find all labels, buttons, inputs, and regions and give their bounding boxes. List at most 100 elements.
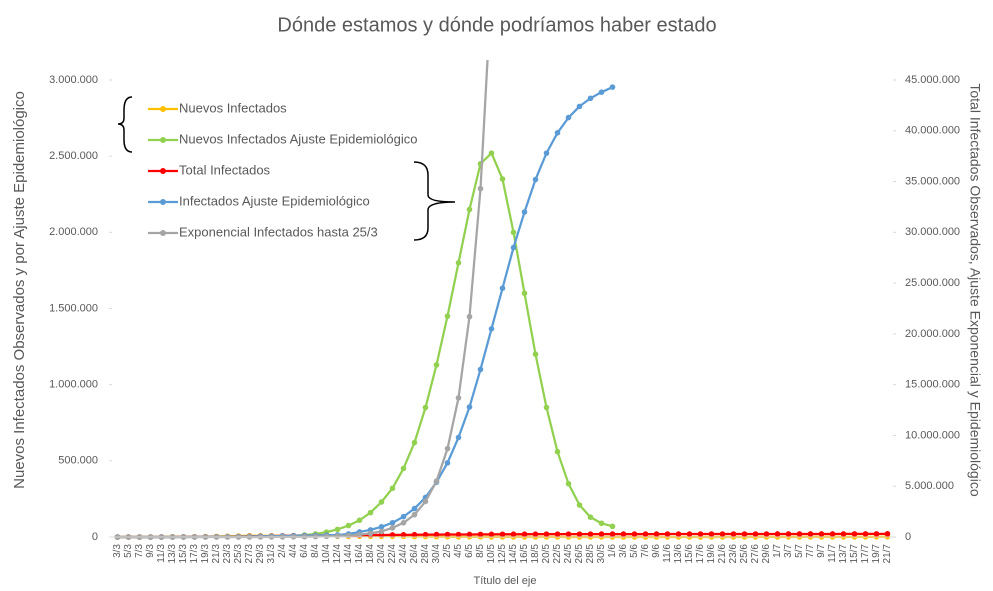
data-point [433,362,440,368]
x-tick-label: 10/4 [321,544,332,564]
data-point [433,531,440,538]
data-point [587,514,594,520]
data-point [499,531,506,538]
x-tick-label: 4/5 [453,544,464,558]
x-tick-label: 3/6 [618,544,629,558]
data-point [455,434,462,441]
x-tick-label: 17/6 [695,544,706,564]
x-tick-label: 31/3 [266,544,277,564]
x-tick-label: 9/7 [816,544,827,558]
data-point [576,531,583,537]
x-tick-label: 9/6 [651,544,662,558]
x-tick-label: 26/4 [409,544,420,564]
x-tick-label: 1/6 [607,544,618,558]
data-point [466,206,473,213]
x-tick-label: 15/7 [849,544,860,564]
data-point [576,103,583,110]
x-tick-label: 4/4 [288,544,299,558]
x-tick-label: 7/7 [805,544,816,558]
data-point [477,366,484,373]
plot-area [114,60,891,540]
data-point [807,531,814,537]
x-tick-label: 13/3 [167,544,178,564]
x-tick-label: 6/4 [299,544,310,558]
x-tick-label: 21/7 [882,544,893,564]
data-point [400,513,407,520]
data-point [521,209,528,215]
x-tick-label: 12/4 [332,544,343,564]
data-point [664,531,671,537]
data-point [796,531,803,537]
x-tick-label: 22/4 [387,544,398,564]
data-point [686,531,693,537]
x-tick-label: 18/4 [365,544,376,564]
x-tick-label: 15/3 [178,544,189,564]
data-point [818,531,825,537]
data-point [543,404,550,411]
data-point [389,519,396,526]
data-point [411,505,418,512]
data-point [554,448,561,455]
data-point [411,511,418,518]
x-tick-label: 29/3 [255,544,266,564]
y2-tick-label: 40.000.000 [905,125,960,137]
data-point [466,313,473,320]
y2-tick-label: 20.000.000 [905,328,960,340]
data-point [521,290,528,297]
data-point [444,531,451,538]
y-tick-label: 2.000.000 [49,226,98,238]
data-point [543,150,550,156]
legend-marker [160,106,166,112]
data-point [389,485,396,492]
y2-tick-label: 30.000.000 [905,226,960,238]
data-point [532,176,539,183]
x-tick-label: 14/5 [508,544,519,564]
data-point [565,480,572,487]
y2-tick-label: 25.000.000 [905,277,960,289]
x-tick-label: 9/3 [145,544,156,558]
y-tick-label: 0 [92,531,98,543]
legend-label: Nuevos Infectados [179,100,287,115]
y-tick-label: 1.500.000 [49,302,98,314]
x-tick-label: 28/5 [585,544,596,564]
legend-label: Exponencial Infectados hasta 25/3 [179,224,378,239]
x-tick-label: 27/3 [244,544,255,564]
x-tick-label: 11/6 [662,544,673,563]
data-point [488,150,495,156]
x-tick-label: 13/6 [673,544,684,564]
data-point [609,531,616,537]
x-tick-label: 2/4 [277,544,288,558]
x-tick-label: 22/5 [552,544,563,564]
x-axis-title: Título del eje [474,575,537,587]
x-tick-label: 29/6 [761,544,772,564]
data-point [697,531,704,537]
legend-marker [160,230,166,236]
x-tick-label: 27/6 [750,544,761,564]
data-point [422,531,429,538]
data-point [598,520,605,527]
y2-tick-label: 10.000.000 [905,429,960,441]
data-point [510,244,517,251]
data-point [422,498,429,505]
x-tick-label: 17/7 [860,544,871,564]
data-point [378,499,385,505]
data-point [389,525,396,531]
x-tick-label: 20/5 [541,544,552,564]
data-point [620,531,627,537]
data-point [708,531,715,537]
data-point [400,519,407,526]
x-tick-label: 5/7 [794,544,805,558]
data-point [389,532,396,538]
x-tick-label: 19/3 [200,544,211,564]
data-point [532,531,539,537]
x-tick-label: 30/4 [431,544,442,564]
x-tick-label: 5/6 [629,544,640,558]
x-tick-label: 3/7 [783,544,794,558]
y2-tick-label: 35.000.000 [905,175,960,187]
data-point [829,531,836,537]
data-point [587,531,594,537]
y2-tick-label: 45.000.000 [905,74,960,86]
chart-title: Dónde estamos y dónde podríamos haber es… [277,14,716,36]
x-tick-label: 12/5 [497,544,508,564]
x-tick-label: 3/3 [112,544,123,558]
